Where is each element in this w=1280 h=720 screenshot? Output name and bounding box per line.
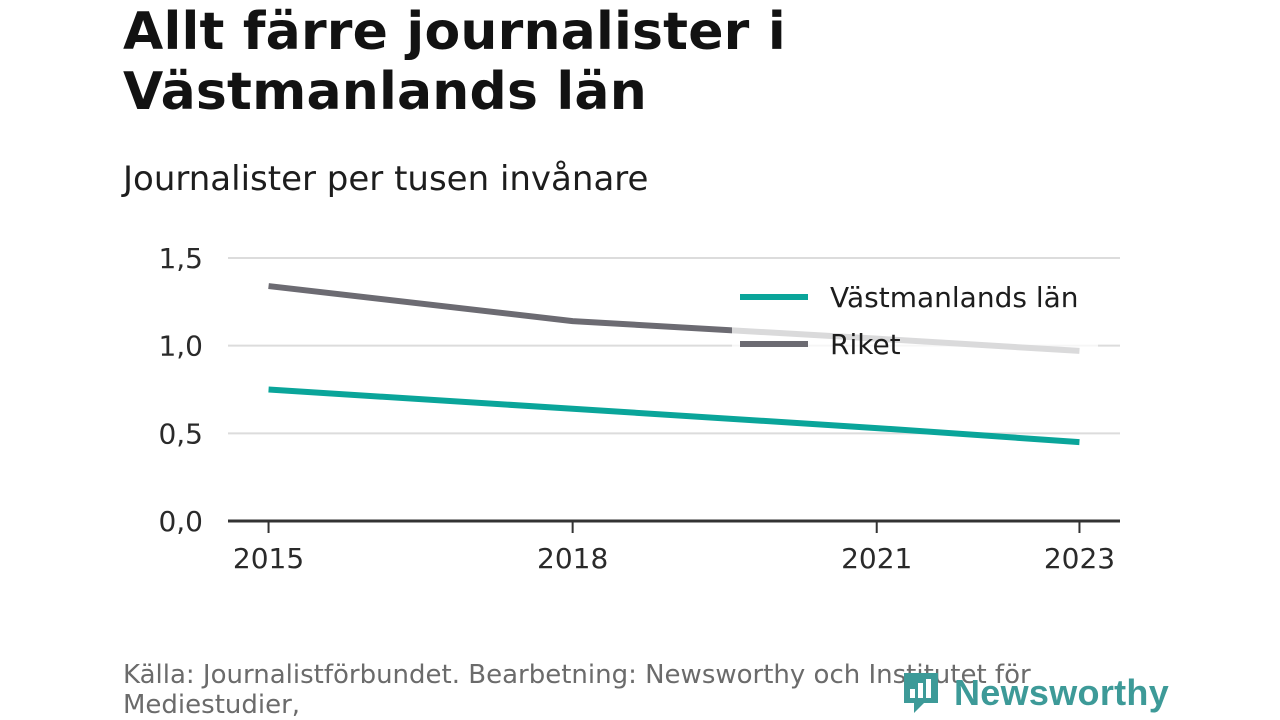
x-axis: 2015 2018 2021 2023	[228, 519, 1120, 575]
y-tick-label: 0,5	[158, 417, 203, 450]
series-line	[268, 386, 1080, 446]
x-tick-label: 2021	[841, 542, 912, 575]
line-chart: 1,5 1,0 0,5 0,0 2015 2018 2021 2023 Västmanlan…	[158, 242, 1120, 575]
newsworthy-logo[interactable]: Newsworthy	[900, 668, 1169, 718]
chart-title: Allt färre journalister i Västmanlands l…	[123, 2, 786, 122]
chart-subtitle: Journalister per tusen invånare	[123, 159, 649, 199]
y-axis-ticks: 1,5 1,0 0,5 0,0	[158, 242, 203, 538]
source-note: Källa: Journalistförbundet. Bearbetning:…	[123, 660, 1031, 720]
legend-label: Riket	[830, 328, 901, 361]
x-tick-label: 2023	[1044, 542, 1115, 575]
y-tick-label: 0,0	[158, 505, 203, 538]
legend: Västmanlands län Riket	[732, 267, 1098, 363]
x-tick-label: 2015	[233, 542, 304, 575]
newsworthy-logo-icon	[904, 673, 938, 713]
legend-label: Västmanlands län	[830, 281, 1079, 314]
y-tick-label: 1,0	[158, 330, 203, 363]
x-tick-label: 2018	[537, 542, 608, 575]
logo-text: Newsworthy	[954, 672, 1170, 713]
y-tick-label: 1,5	[158, 242, 203, 275]
